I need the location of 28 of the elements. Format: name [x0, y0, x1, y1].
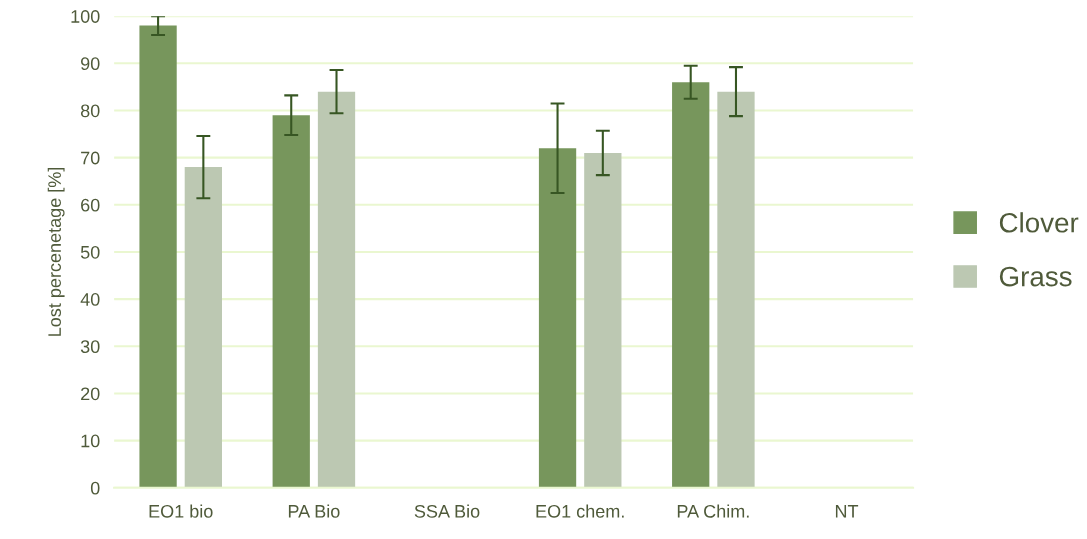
- y-axis-title: Lost percenetage [%]: [47, 167, 65, 336]
- legend-label: Grass: [999, 266, 1072, 287]
- bar: [184, 167, 222, 488]
- x-tick-label: EO1 chem.: [536, 504, 624, 518]
- x-tick-label: NT: [835, 505, 859, 518]
- bar: [272, 115, 310, 488]
- y-tick-label: 20: [81, 387, 100, 401]
- y-tick-label: 90: [81, 57, 100, 71]
- bar: [584, 152, 622, 488]
- y-tick-label: 30: [80, 340, 100, 354]
- y-tick-label: 80: [80, 104, 100, 118]
- x-tick-label: EO1 bio: [149, 504, 213, 518]
- x-tick-label: PA Chim.: [677, 504, 749, 518]
- y-tick-label: 10: [81, 434, 100, 448]
- y-tick-label: 100: [71, 10, 100, 23]
- bar: [672, 82, 710, 488]
- bar: [317, 91, 356, 488]
- bar: [139, 25, 177, 488]
- y-tick-label: 0: [90, 481, 100, 495]
- x-tick-label: SSA Bio: [414, 504, 480, 518]
- bar: [717, 91, 755, 488]
- x-tick-label: PA Bio: [288, 504, 340, 518]
- y-tick-label: 70: [81, 151, 100, 165]
- y-tick-label: 40: [80, 293, 100, 306]
- y-tick-label: 60: [81, 198, 100, 212]
- bar: [538, 148, 577, 488]
- y-tick-label: 50: [80, 245, 100, 259]
- legend-label: Clover: [999, 212, 1079, 233]
